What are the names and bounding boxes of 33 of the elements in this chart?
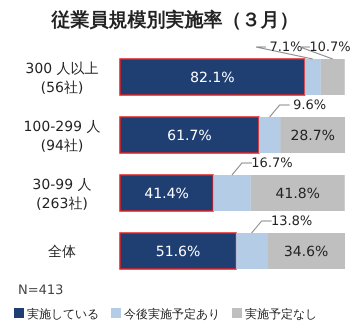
legend-label: 今後実施予定あり — [124, 307, 220, 321]
data-label: 16.7% — [251, 156, 293, 171]
bar — [119, 58, 306, 96]
bar — [250, 175, 345, 211]
data-label: 28.7% — [290, 128, 335, 144]
chart-title: 従業員規模別実施率（３月） — [50, 9, 298, 31]
bar — [258, 117, 280, 153]
bar — [213, 175, 251, 211]
legend-label: 実施予定なし — [245, 307, 317, 321]
bar — [320, 59, 345, 95]
legend-label: 実施している — [27, 307, 99, 321]
data-label: 34.6% — [284, 244, 328, 260]
data-label: 9.6% — [293, 98, 326, 113]
bar — [304, 59, 321, 95]
bar — [267, 233, 345, 269]
data-label: 13.8% — [270, 214, 312, 229]
y-tick-label: 30-99 人 (263社) — [32, 177, 92, 212]
data-label: 61.7% — [167, 128, 212, 144]
y-tick-label: 300 人以上 (56社) — [25, 61, 99, 96]
bar — [119, 232, 237, 270]
data-label: 41.4% — [144, 186, 189, 202]
data-label: 51.6% — [156, 244, 200, 260]
bar — [236, 233, 268, 269]
data-label: 7.1% — [269, 40, 303, 55]
y-tick-label: 全体 — [48, 244, 76, 260]
bar — [280, 117, 345, 153]
bar — [119, 174, 214, 212]
data-label: 41.8% — [276, 186, 320, 202]
data-label: 10.7% — [309, 40, 350, 55]
text: N=413 — [18, 283, 64, 298]
bar — [119, 116, 260, 154]
data-label: 82.1% — [190, 70, 235, 86]
y-tick-label: 100-299 人 (94社) — [24, 119, 100, 154]
